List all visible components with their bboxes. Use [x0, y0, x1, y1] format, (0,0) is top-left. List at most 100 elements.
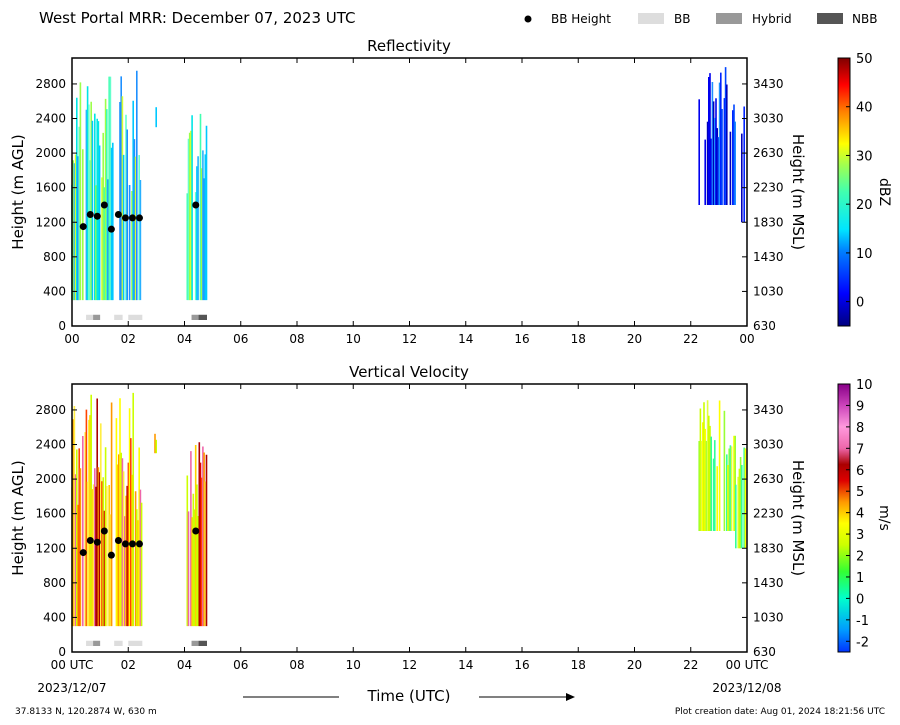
bb-height-point	[100, 201, 108, 209]
velocity-title: Vertical Velocity	[349, 363, 469, 381]
y-tick-label-right: 1030	[753, 610, 784, 624]
colorbar-tick-label: 4	[856, 507, 864, 522]
location-text: 37.8133 N, 120.2874 W, 630 m	[15, 707, 157, 717]
x-tick-label: 06	[233, 332, 248, 346]
y-tick-label: 2000	[35, 146, 66, 160]
velocity-x-ticks: 00 UTC 02 04 06 08 10 12 14 16 18 20 22 00 UTC	[51, 384, 769, 672]
x-tick-label: 18	[571, 332, 586, 346]
reflectivity-y-label: Height (m AGL)	[9, 134, 27, 249]
x-tick-label: 14	[458, 658, 473, 672]
colorbar-tick-label: 40	[856, 101, 873, 116]
bb-height-point	[86, 536, 94, 544]
x-tick-label: 10	[346, 658, 361, 672]
bb-height-point	[107, 551, 115, 559]
y-tick-label: 800	[43, 576, 66, 590]
reflectivity-data	[71, 67, 746, 301]
page-title: West Portal MRR: December 07, 2023 UTC	[39, 9, 356, 27]
x-tick-label: 00 UTC	[51, 658, 94, 672]
bb-type-segment	[93, 640, 101, 646]
y-tick-label-right: 2630	[753, 146, 784, 160]
y-tick-label: 0	[58, 645, 66, 659]
bb-height-point	[192, 527, 200, 535]
velocity-plot-frame	[71, 383, 748, 653]
colorbar-tick-label: 0	[856, 296, 864, 311]
x-tick-label: 08	[289, 658, 304, 672]
bb-height-point	[128, 214, 136, 222]
reflectivity-colorbar-label: dBZ	[876, 178, 892, 206]
bb-type-segment	[198, 314, 207, 320]
bb-type-segment	[114, 314, 123, 320]
y-tick-label: 2400	[35, 112, 66, 126]
bb-type-segment	[86, 640, 94, 646]
colorbar-tick-label: 8	[856, 421, 864, 436]
bb-height-point	[128, 540, 136, 548]
x-tick-label: 06	[233, 658, 248, 672]
bb-height-point	[121, 540, 129, 548]
y-tick-label-right: 1830	[753, 215, 784, 229]
bb-height-point	[136, 214, 143, 222]
x-tick-label: 04	[177, 332, 192, 346]
reflectivity-plot-frame	[71, 57, 748, 327]
y-tick-label-right: 3030	[753, 112, 784, 126]
legend-bb-height-marker	[524, 15, 532, 23]
legend-bb-label: BB	[674, 12, 690, 26]
x-tick-label: 00	[64, 332, 79, 346]
colorbar-tick-label: -1	[856, 614, 869, 629]
bb-type-segment	[93, 314, 101, 320]
legend-nbb-swatch	[817, 13, 843, 24]
x-tick-label: 18	[571, 658, 586, 672]
y-tick-label-right: 1430	[753, 250, 784, 264]
y-tick-label-right: 630	[753, 319, 776, 333]
x-tick-label: 02	[121, 332, 136, 346]
legend-bb-height-label: BB Height	[551, 12, 611, 26]
bb-height-point	[121, 214, 129, 222]
reflectivity-y-ticks: 0 400 800 1200 1600 2000 2400 2800	[35, 77, 77, 333]
colorbar-tick-label: 3	[856, 528, 864, 543]
colorbar-tick-label: 0	[856, 592, 864, 607]
y-tick-label: 1200	[35, 541, 66, 555]
bb-height-point	[114, 536, 122, 544]
x-tick-label: 22	[683, 332, 698, 346]
legend-bb-swatch	[638, 13, 664, 24]
legend-hybrid-label: Hybrid	[752, 12, 792, 26]
bb-type-segment	[86, 314, 94, 320]
legend-hybrid-swatch	[716, 13, 742, 24]
x-tick-label: 12	[402, 658, 417, 672]
reflectivity-bb-height-points	[79, 201, 200, 233]
bb-height-point	[114, 210, 122, 218]
y-tick-label-right: 3030	[753, 438, 784, 452]
x-tick-label: 08	[289, 332, 304, 346]
y-tick-label-right: 1030	[753, 284, 784, 298]
colorbar-tick-label: 10	[856, 247, 873, 262]
y-tick-label-right: 630	[753, 645, 776, 659]
y-tick-label: 2800	[35, 77, 66, 91]
bb-type-segment	[191, 640, 199, 646]
reflectivity-title: Reflectivity	[367, 37, 451, 55]
colorbar-tick-label: 50	[856, 52, 873, 67]
y-tick-label-right: 1430	[753, 576, 784, 590]
reflectivity-bb-type-bar	[86, 314, 207, 320]
bb-type-segment	[128, 314, 143, 320]
x-tick-label: 16	[514, 658, 529, 672]
bb-height-point	[86, 210, 94, 218]
y-tick-label: 1600	[35, 507, 66, 521]
colorbar-tick-label: 6	[856, 464, 864, 479]
velocity-panel: Vertical Velocity 00 UTC 02 04 06 08 10 12 14 16…	[9, 363, 892, 672]
colorbar-tick-label: 9	[856, 399, 864, 414]
x-tick-label: 20	[627, 658, 642, 672]
x-tick-label: 00	[739, 332, 754, 346]
x-tick-label: 12	[402, 332, 417, 346]
bb-height-point	[93, 212, 101, 220]
colorbar-tick-label: 30	[856, 149, 873, 164]
bb-type-segment	[128, 640, 143, 646]
bb-height-point	[79, 223, 87, 231]
x-tick-label: 00 UTC	[726, 658, 769, 672]
x-tick-label: 16	[514, 332, 529, 346]
x-tick-label: 22	[683, 658, 698, 672]
colorbar-tick-label: 5	[856, 485, 864, 500]
y-tick-label: 800	[43, 250, 66, 264]
colorbar-tick-label: 20	[856, 198, 873, 213]
colorbar-tick-label: 10	[856, 378, 873, 393]
y-tick-label: 1200	[35, 215, 66, 229]
